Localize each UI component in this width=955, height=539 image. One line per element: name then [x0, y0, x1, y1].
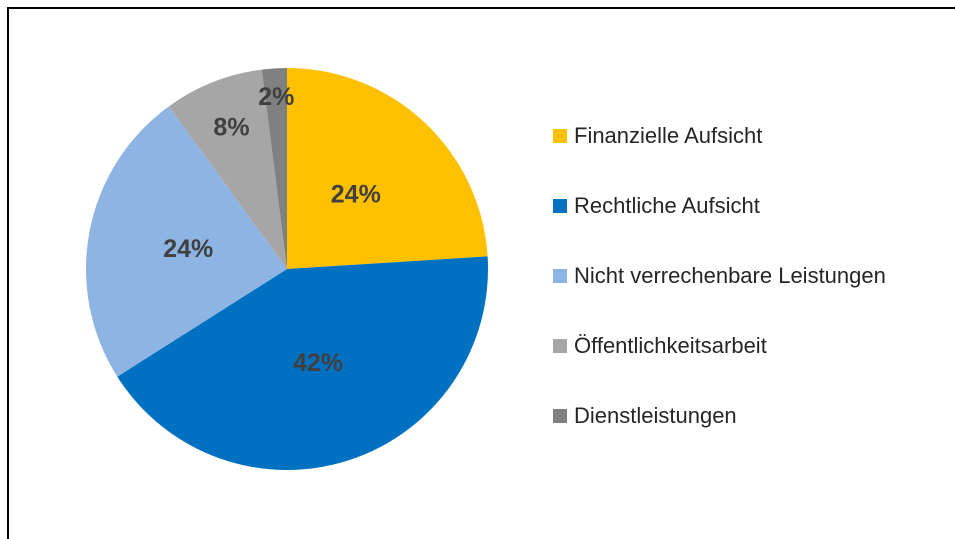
data-label: 8% — [213, 113, 249, 141]
pie-slice — [287, 68, 488, 269]
chart-frame — [7, 7, 955, 539]
data-label: 24% — [163, 235, 213, 263]
pie-slice — [117, 256, 488, 470]
legend-swatch — [553, 339, 567, 353]
pie-slice — [86, 106, 287, 377]
legend-swatch — [553, 409, 567, 423]
legend-swatch — [553, 269, 567, 283]
data-label: 2% — [258, 83, 294, 111]
pie-slice — [261, 68, 287, 269]
legend-label: Öffentlichkeitsarbeit — [574, 333, 767, 358]
data-label: 24% — [331, 180, 381, 208]
legend-swatch — [553, 129, 567, 143]
legend-label: Dienstleistungen — [574, 403, 737, 428]
data-label: 42% — [293, 349, 343, 377]
legend-swatch — [553, 199, 567, 213]
legend-label: Nicht verrechenbare Leistungen — [574, 263, 886, 288]
legend-label: Finanzielle Aufsicht — [574, 123, 762, 148]
legend-label: Rechtliche Aufsicht — [574, 193, 760, 218]
pie-slice — [168, 69, 287, 269]
